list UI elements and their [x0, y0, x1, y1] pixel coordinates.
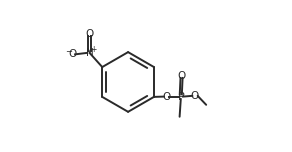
- Text: P: P: [178, 92, 184, 102]
- Text: N: N: [86, 48, 93, 58]
- Text: O: O: [178, 71, 186, 81]
- Text: −: −: [66, 47, 73, 56]
- Text: O: O: [163, 92, 171, 102]
- Text: +: +: [91, 45, 97, 54]
- Text: O: O: [191, 91, 199, 101]
- Text: O: O: [68, 49, 77, 59]
- Text: O: O: [86, 29, 94, 39]
